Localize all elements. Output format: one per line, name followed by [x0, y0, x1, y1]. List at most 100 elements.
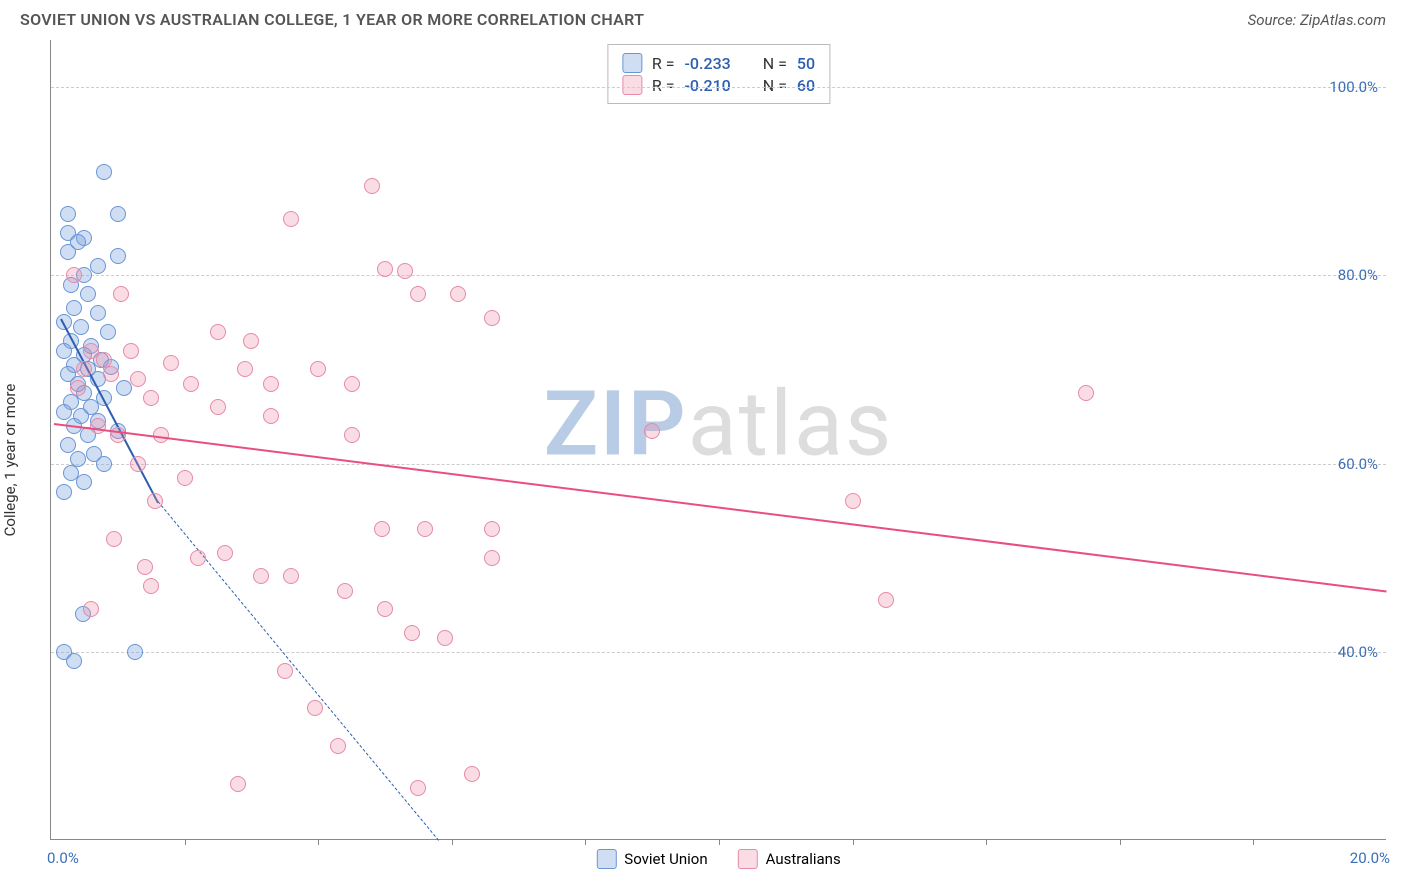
data-point — [404, 625, 420, 641]
data-point — [56, 484, 72, 500]
data-point — [410, 780, 426, 796]
chart-container: College, 1 year or more ZIPatlas R = -0.… — [20, 40, 1386, 880]
y-axis-title: College, 1 year or more — [1, 384, 19, 537]
data-point — [76, 474, 92, 490]
data-point — [66, 267, 82, 283]
data-point — [283, 568, 299, 584]
x-tick — [719, 839, 720, 845]
legend-item: Australians — [738, 849, 841, 869]
legend-row: R = -0.210 N = 60 — [622, 75, 815, 95]
r-value: -0.210 — [684, 76, 730, 95]
data-point — [217, 545, 233, 561]
x-tick — [1253, 839, 1254, 845]
data-point — [845, 493, 861, 509]
y-tick-label: 80.0% — [1338, 266, 1378, 284]
data-point — [80, 286, 96, 302]
data-point — [417, 521, 433, 537]
data-point — [437, 630, 453, 646]
data-point — [96, 164, 112, 180]
r-value: -0.233 — [684, 54, 730, 73]
data-point — [364, 178, 380, 194]
data-point — [330, 738, 346, 754]
data-point — [243, 333, 259, 349]
data-point — [237, 361, 253, 377]
data-point — [110, 248, 126, 264]
n-label: N = — [763, 76, 787, 95]
data-point — [100, 324, 116, 340]
data-point — [66, 653, 82, 669]
series-legend: Soviet Union Australians — [596, 849, 840, 869]
data-point — [183, 376, 199, 392]
data-point — [177, 470, 193, 486]
r-label: R = — [652, 54, 675, 73]
data-point — [484, 521, 500, 537]
source-label: Source: ZipAtlas.com — [1248, 11, 1386, 29]
data-point — [450, 286, 466, 302]
n-value: 60 — [797, 76, 815, 95]
x-tick — [585, 839, 586, 845]
data-point — [377, 261, 393, 277]
data-point — [56, 343, 72, 359]
trendline — [54, 423, 1387, 593]
series-name: Soviet Union — [624, 850, 707, 868]
data-point — [344, 427, 360, 443]
gridline — [51, 464, 1386, 465]
data-point — [484, 550, 500, 566]
data-point — [210, 399, 226, 415]
data-point — [66, 300, 82, 316]
data-point — [190, 550, 206, 566]
data-point — [1078, 385, 1094, 401]
data-point — [283, 211, 299, 227]
data-point — [103, 366, 119, 382]
legend-swatch — [622, 75, 642, 95]
data-point — [307, 700, 323, 716]
data-point — [73, 319, 89, 335]
x-max-label: 20.0% — [1350, 849, 1390, 867]
chart-title: SOVIET UNION VS AUSTRALIAN COLLEGE, 1 YE… — [20, 10, 644, 29]
data-point — [137, 559, 153, 575]
legend-swatch — [622, 53, 642, 73]
data-point — [377, 601, 393, 617]
data-point — [344, 376, 360, 392]
data-point — [143, 390, 159, 406]
data-point — [130, 456, 146, 472]
data-point — [878, 592, 894, 608]
y-tick-label: 60.0% — [1338, 455, 1378, 473]
data-point — [76, 361, 92, 377]
data-point — [96, 456, 112, 472]
y-tick-label: 40.0% — [1338, 643, 1378, 661]
data-point — [123, 343, 139, 359]
data-point — [263, 408, 279, 424]
legend-row: R = -0.233N = 50 — [622, 53, 815, 73]
data-point — [277, 663, 293, 679]
data-point — [410, 286, 426, 302]
data-point — [56, 404, 72, 420]
gridline — [51, 652, 1386, 653]
correlation-legend: R = -0.233N = 50R = -0.210N = 60 — [607, 44, 830, 104]
legend-swatch — [596, 849, 616, 869]
data-point — [60, 437, 76, 453]
data-point — [90, 418, 106, 434]
legend-swatch — [738, 849, 758, 869]
gridline — [51, 87, 1386, 88]
data-point — [83, 601, 99, 617]
data-point — [163, 355, 179, 371]
x-tick — [318, 839, 319, 845]
data-point — [337, 583, 353, 599]
data-point — [60, 206, 76, 222]
data-point — [147, 493, 163, 509]
x-tick — [1120, 839, 1121, 845]
data-point — [253, 568, 269, 584]
r-label: R = — [652, 76, 675, 95]
x-tick — [452, 839, 453, 845]
data-point — [397, 263, 413, 279]
series-name: Australians — [766, 850, 841, 868]
data-point — [310, 361, 326, 377]
data-point — [110, 206, 126, 222]
x-tick — [986, 839, 987, 845]
watermark: ZIPatlas — [544, 371, 894, 476]
plot-area: ZIPatlas R = -0.233N = 50R = -0.210N = 6… — [50, 40, 1386, 840]
data-point — [90, 258, 106, 274]
y-tick-label: 100.0% — [1329, 78, 1378, 96]
data-point — [127, 644, 143, 660]
